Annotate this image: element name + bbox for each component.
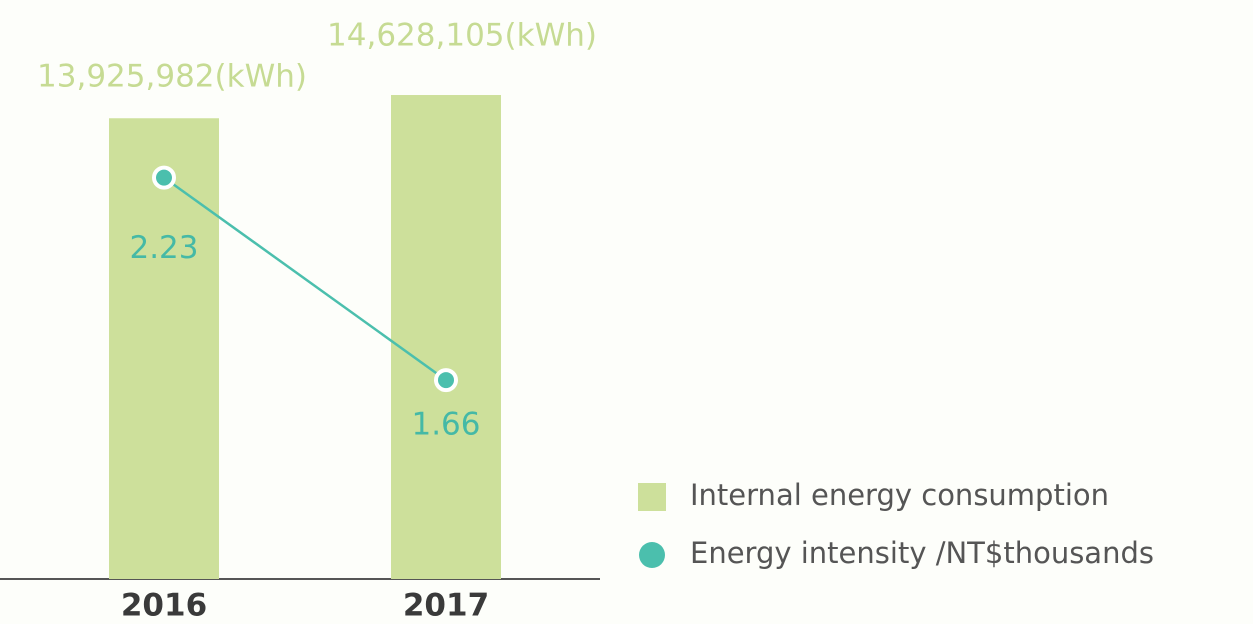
legend-label: Internal energy consumption — [690, 478, 1109, 512]
bar-value-label: 13,925,982(kWh) — [37, 59, 307, 95]
legend-swatch — [638, 483, 666, 511]
line-point — [434, 368, 458, 393]
x-tick-label: 2017 — [403, 588, 489, 624]
point-value-label: 2.23 — [129, 230, 198, 266]
bar-value-label: 14,628,105(kWh) — [327, 18, 597, 54]
point-value-label: 1.66 — [411, 407, 480, 443]
line — [163, 176, 447, 382]
bar — [109, 118, 219, 580]
bar — [391, 95, 501, 579]
x-tick-label: 2016 — [121, 588, 207, 624]
line-point — [152, 165, 176, 190]
legend-label: Energy intensity /NT$thousands — [690, 536, 1154, 570]
legend-swatch — [639, 542, 665, 568]
